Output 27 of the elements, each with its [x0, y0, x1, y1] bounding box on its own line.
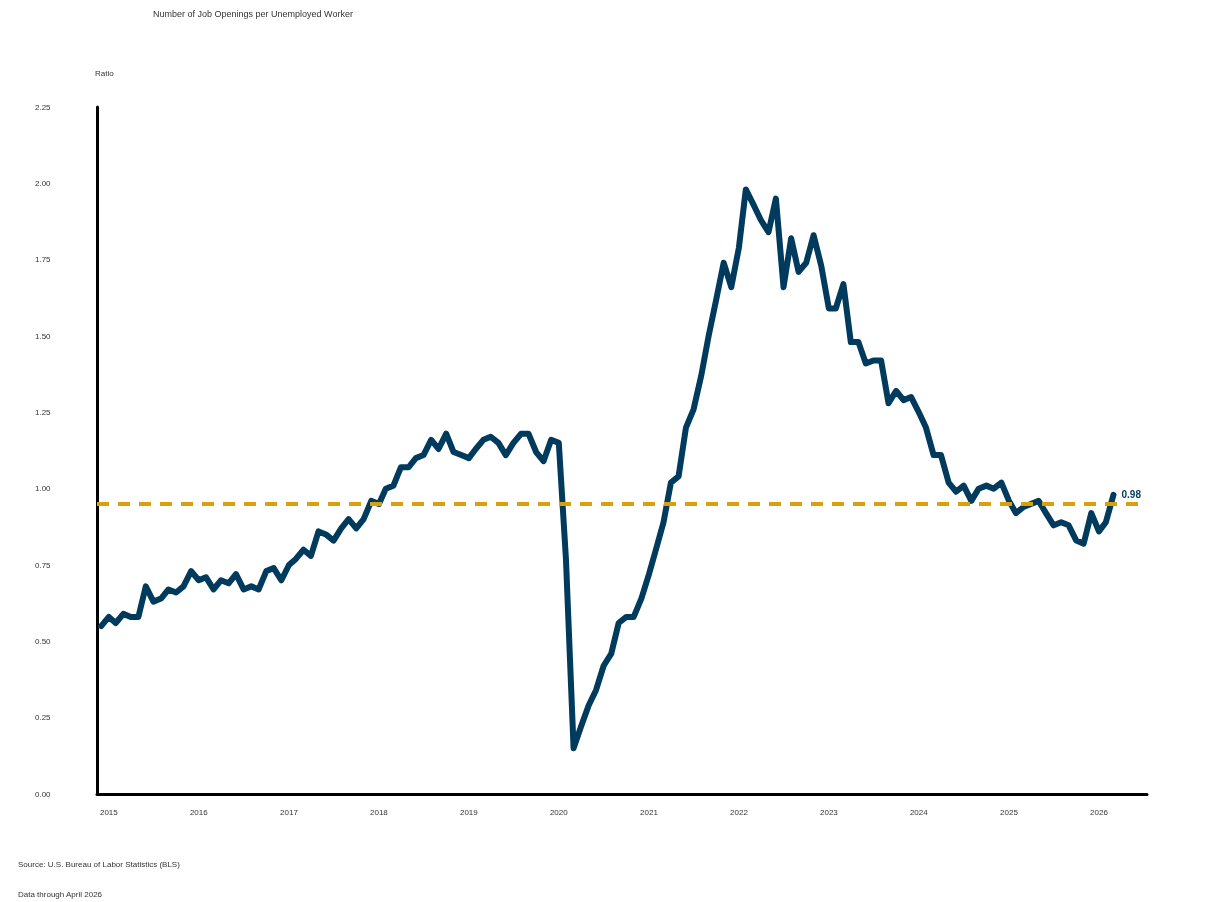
chart-title: Number of Job Openings per Unemployed Worker	[153, 8, 353, 19]
x-tick-label: 2025	[1000, 807, 1019, 817]
y-tick-label: 0.00	[35, 789, 52, 799]
x-tick-label: 2015	[99, 807, 119, 817]
x-tick-label: 2019	[459, 807, 479, 817]
y-tick-label: 0.25	[35, 713, 52, 723]
y-tick-label: 2.00	[35, 178, 52, 188]
text: Data through April 2026	[18, 889, 103, 899]
y-tick-label: 2.25	[35, 102, 52, 112]
x-tick-label: 2018	[370, 807, 389, 817]
y-tick-label: 1.25	[35, 407, 52, 417]
x-tick-label: 2016	[189, 807, 209, 817]
source-note: Source: U.S. Bureau of Labor Statistics (BLS)	[18, 859, 181, 869]
x-tick-label: 2026	[1090, 807, 1109, 817]
y-axis-title: Ratio	[95, 68, 115, 78]
x-tick-label: 2023	[819, 807, 839, 817]
y-tick-label: 0.50	[35, 636, 52, 646]
x-tick-label: 2021	[640, 807, 659, 817]
x-tick-label: 2017	[280, 807, 299, 817]
x-tick-label: 2020	[549, 807, 569, 817]
y-tick-label: 1.75	[35, 255, 52, 265]
y-tick-label: 0.75	[35, 560, 52, 570]
y-tick-label: 1.00	[35, 484, 52, 494]
y-tick-label: 1.50	[35, 331, 52, 341]
x-tick-label: 2024	[909, 807, 929, 817]
x-tick-label: 2022	[730, 807, 749, 817]
annotation: 0.98	[1121, 489, 1142, 501]
